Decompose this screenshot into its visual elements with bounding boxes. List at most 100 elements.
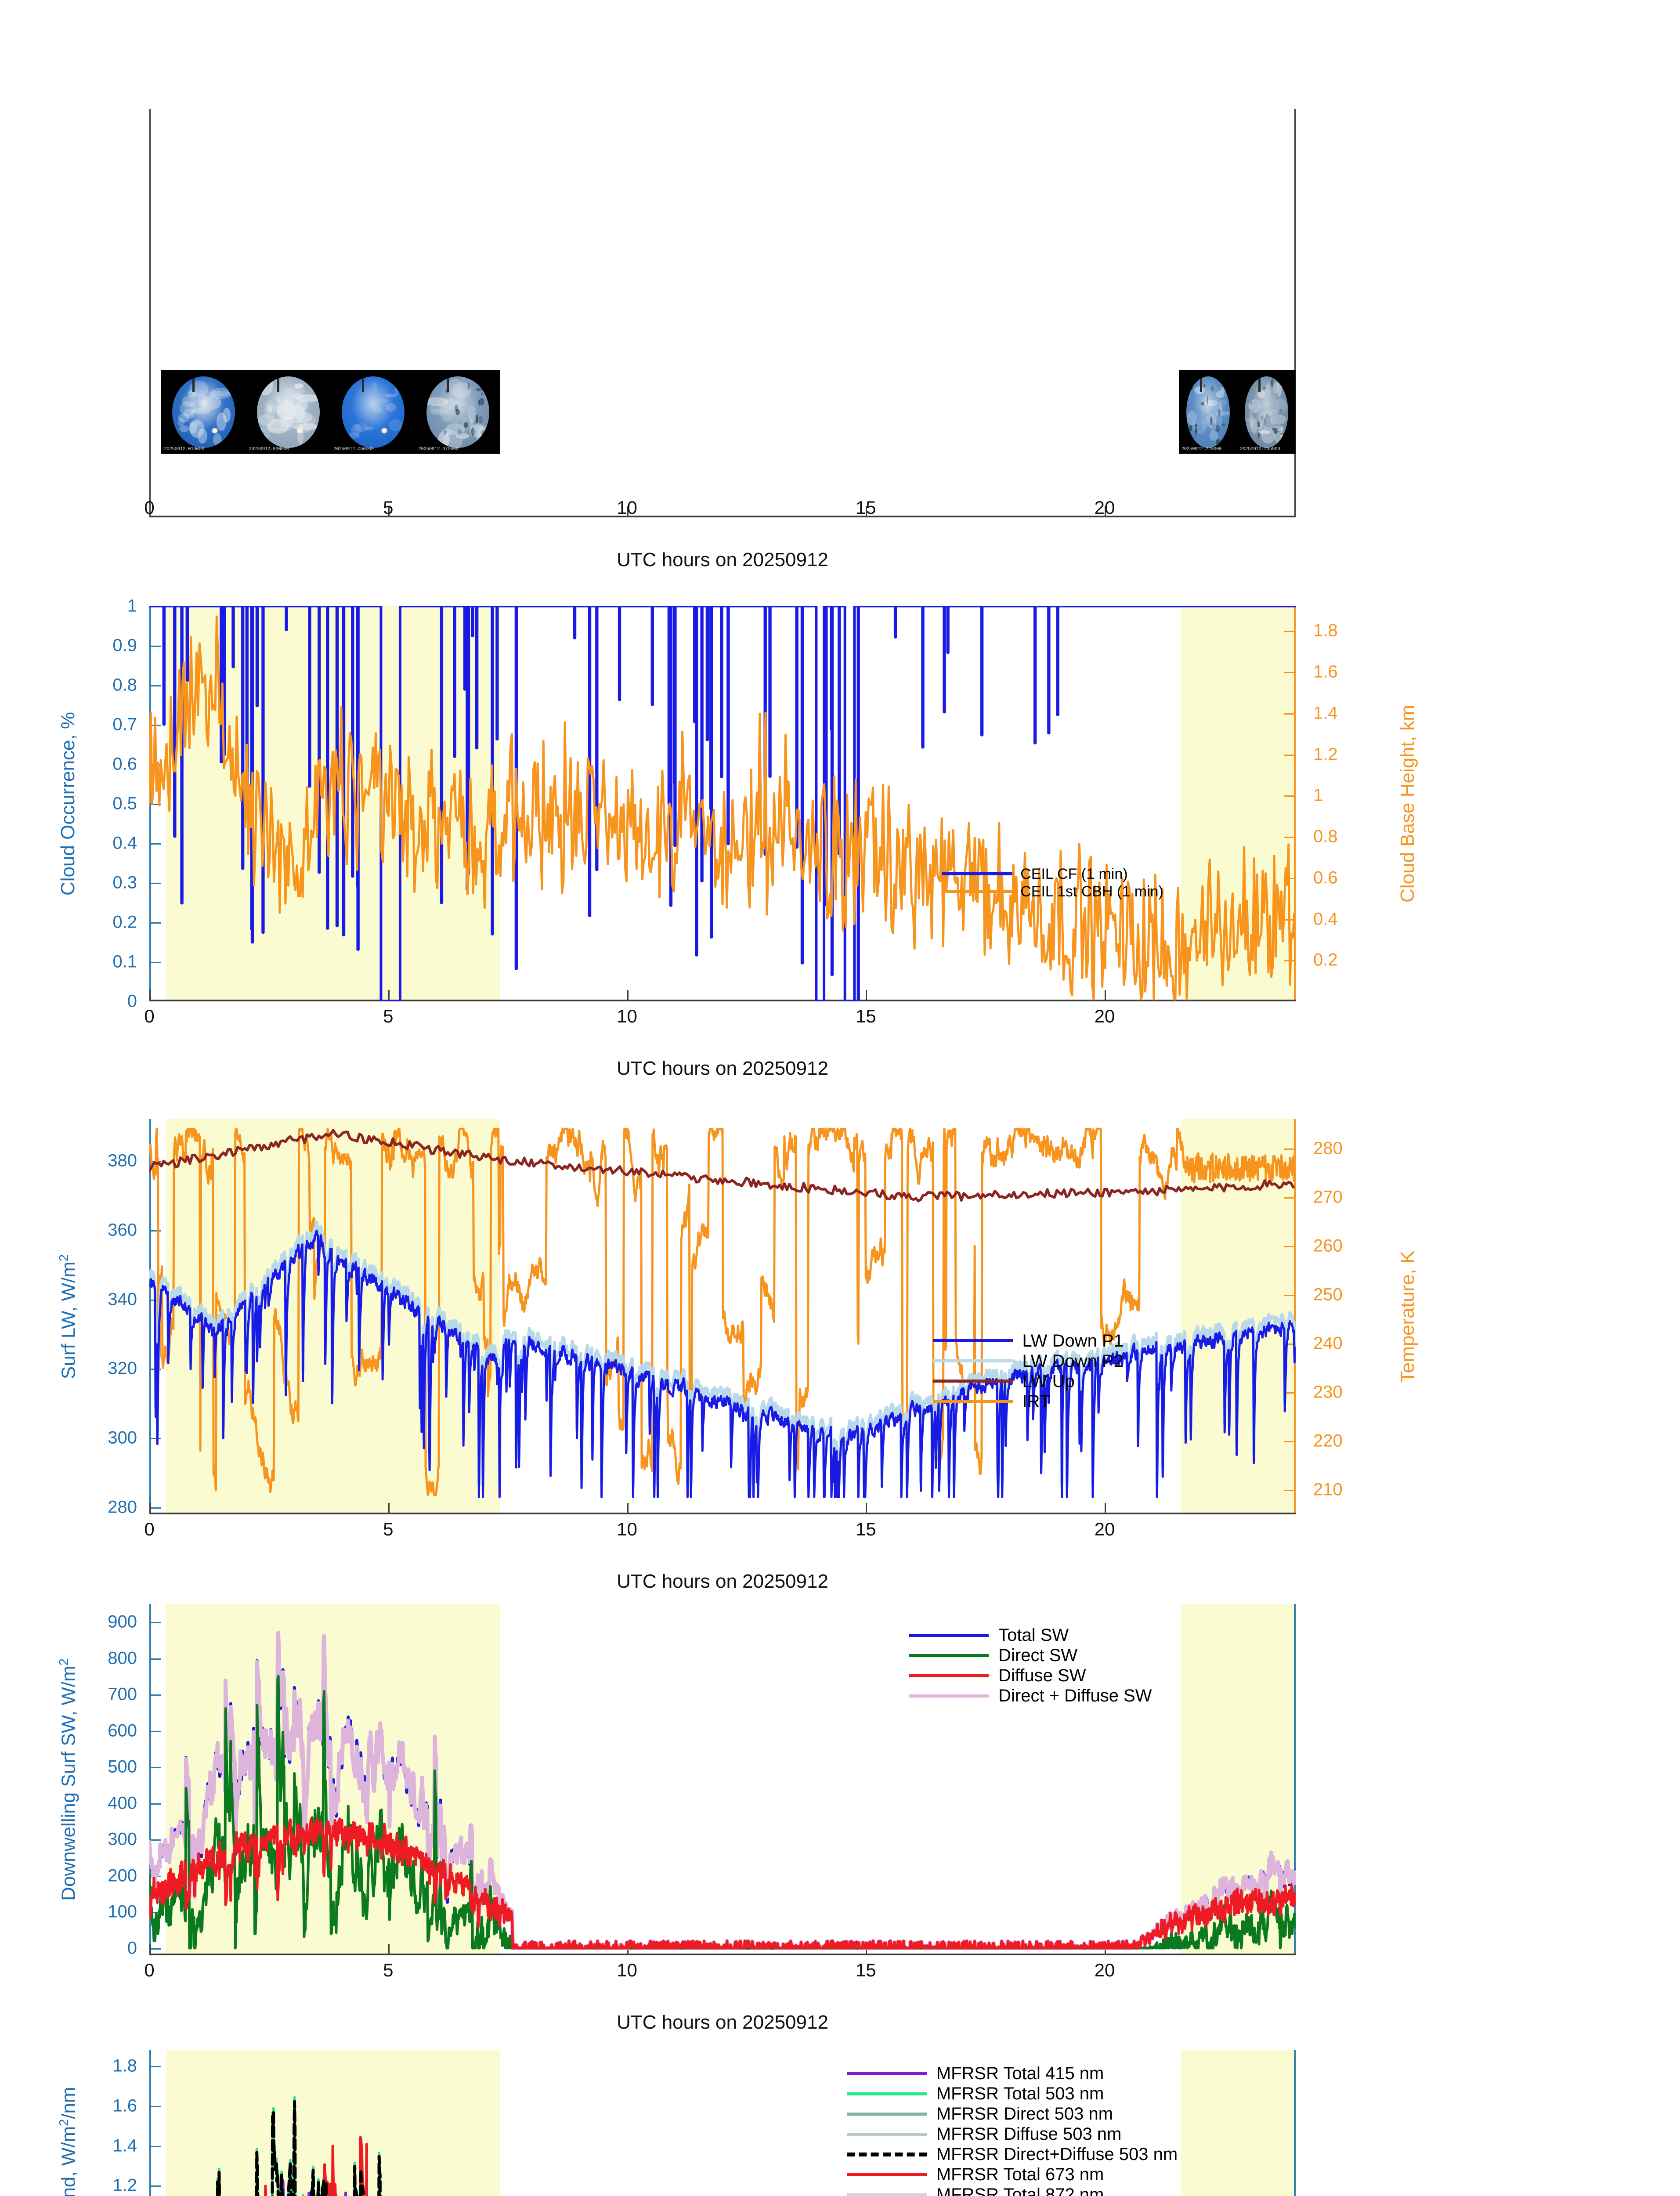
y-tick-label-right: 210: [1313, 1480, 1343, 1499]
y-tick-left: [149, 962, 161, 963]
tsi-sky-image[interactable]: 20250912.030000: [246, 370, 331, 454]
legend-item[interactable]: Direct SW: [909, 1645, 1152, 1665]
legend-item[interactable]: IRT: [932, 1391, 1124, 1412]
legend-swatch: [942, 890, 1013, 893]
x-tick: [627, 990, 629, 1001]
legend-item[interactable]: MFRSR Total 673 nm: [846, 2164, 1178, 2185]
plot-area-cloud-occurrence[interactable]: [149, 606, 1296, 1001]
y-axis-right-spine: [1294, 109, 1296, 517]
legend-item[interactable]: MFRSR Direct+Diffuse 503 nm: [846, 2144, 1178, 2164]
x-tick-label: 20: [1094, 1960, 1115, 1980]
x-tick-label: 20: [1094, 1006, 1115, 1026]
y-tick-label-left: 1.6: [112, 2096, 137, 2116]
legend-label: Total SW: [998, 1625, 1069, 1645]
y-tick-label-left: 0.3: [112, 873, 137, 892]
x-tick: [388, 506, 390, 517]
legend-swatch: [932, 1359, 1013, 1363]
tsi-image-strip-evening[interactable]: 20250912.220000 20250912.235900: [1178, 370, 1296, 454]
legend-surface-longwave: LW Down P1 LW Down P2 LW Up IRT: [932, 1331, 1124, 1412]
plot-area-surface-longwave[interactable]: [149, 1119, 1296, 1514]
legend-item[interactable]: MFRSR Direct 503 nm: [846, 2104, 1178, 2124]
legend-swatch: [932, 1380, 1013, 1383]
y-tick-label-left: 320: [108, 1358, 137, 1378]
legend-swatch: [909, 1674, 989, 1677]
y-tick-left: [149, 646, 161, 647]
y-tick-label-left: 900: [108, 1612, 137, 1632]
tsi-sky-image[interactable]: 20250912.220000: [1179, 370, 1237, 454]
y-tick-left: [149, 2185, 161, 2187]
tsi-sky-image[interactable]: 20250912.010000: [161, 370, 246, 454]
y-axis-left-spine: [149, 1604, 151, 1955]
legend-label: MFRSR Diffuse 503 nm: [936, 2124, 1122, 2144]
fisheye-sky-disk: [1244, 376, 1288, 448]
series-lw-down-p2: [149, 1220, 1296, 1487]
y-tick-left: [149, 883, 161, 884]
y-tick-label-left: 600: [108, 1721, 137, 1741]
x-tick-label: 15: [855, 1960, 876, 1980]
legend-swatch: [846, 2193, 927, 2196]
legend-item[interactable]: MFRSR Total 872 nm: [846, 2185, 1178, 2196]
tsi-sky-image[interactable]: 20250912.050000: [331, 370, 415, 454]
tsi-timestamp: 20250912.030000: [249, 447, 289, 452]
y-axis-right-spine: [1294, 1604, 1296, 1955]
y-tick-right: [1284, 837, 1296, 838]
plot-area-downwelling-surface-sw[interactable]: [149, 1604, 1296, 1955]
y-tick-label-right: 220: [1313, 1431, 1343, 1451]
tsi-sky-image[interactable]: 20250912.070000: [415, 370, 500, 454]
x-tick: [1105, 506, 1106, 517]
legend-item[interactable]: LW Down P2: [932, 1351, 1124, 1371]
legend-item[interactable]: CEIL CF (1 min): [942, 865, 1163, 883]
y-tick-left: [149, 843, 161, 845]
x-tick-label: 10: [617, 497, 637, 518]
sun-glare: [380, 428, 388, 434]
series-diffuse-sw: [149, 1817, 1296, 1950]
y-axis-right-spine: [1294, 2050, 1296, 2196]
legend-swatch: [846, 2072, 927, 2075]
y-tick-left: [149, 1694, 161, 1696]
legend-label: Direct + Diffuse SW: [998, 1686, 1152, 1705]
y-tick-right: [1284, 1197, 1296, 1199]
y-axis-right-spine: [1294, 606, 1296, 1001]
y-tick-left: [149, 2106, 161, 2107]
y-tick-label-left: 100: [108, 1902, 137, 1922]
y-tick-left: [149, 1230, 161, 1232]
cloud-field: [1244, 378, 1288, 446]
y-tick-left: [149, 1622, 161, 1624]
plot-area-downwelling-narrowband[interactable]: [149, 2050, 1296, 2196]
legend-item[interactable]: Direct + Diffuse SW: [909, 1686, 1152, 1706]
legend-item[interactable]: LW Down P1: [932, 1331, 1124, 1351]
x-tick: [866, 1503, 867, 1514]
legend-swatch: [942, 872, 1013, 875]
x-tick-label: 20: [1094, 497, 1115, 518]
y-tick-label-right: 0.4: [1313, 909, 1338, 928]
y-tick-left: [149, 1803, 161, 1805]
legend-swatch: [932, 1339, 1013, 1343]
shadowband-arm: [1200, 376, 1203, 392]
y-tick-label-left: 1: [127, 596, 137, 616]
legend-item[interactable]: MFRSR Diffuse 503 nm: [846, 2124, 1178, 2144]
y-tick-left: [149, 1507, 161, 1509]
x-tick-label: 15: [855, 1006, 876, 1026]
tsi-image-strip-morning[interactable]: 20250912.010000 20250912.030000 20250912.0…: [161, 370, 501, 454]
legend-item[interactable]: MFRSR Total 415 nm: [846, 2063, 1178, 2084]
y-tick-label-left: 0.1: [112, 952, 137, 972]
plot-area-tsi-sky-images: 20250912.010000 20250912.030000 20250912.0…: [149, 109, 1296, 517]
y-tick-left: [149, 2145, 161, 2147]
legend-item[interactable]: Total SW: [909, 1625, 1152, 1645]
legend-item[interactable]: MFRSR Total 503 nm: [846, 2084, 1178, 2104]
legend-item[interactable]: LW Up: [932, 1371, 1124, 1391]
y-tick-label-left: 0: [127, 1938, 137, 1958]
shadowband-arm: [277, 376, 279, 392]
y-tick-label-left: 0.5: [112, 794, 137, 813]
legend-item[interactable]: Diffuse SW: [909, 1665, 1152, 1686]
cloud-field: [426, 379, 490, 448]
shadowband-arm: [362, 376, 364, 392]
tsi-timestamp: 20250912.220000: [1181, 447, 1222, 452]
x-axis-title: UTC hours on 20250912: [617, 2012, 828, 2033]
y-tick-label-right: 1.6: [1313, 662, 1338, 682]
legend-swatch: [846, 2092, 927, 2095]
tsi-sky-image[interactable]: 20250912.235900: [1237, 370, 1296, 454]
legend-item[interactable]: CEIL 1st CBH (1 min): [942, 883, 1163, 900]
y-tick-label-left: 400: [108, 1793, 137, 1813]
